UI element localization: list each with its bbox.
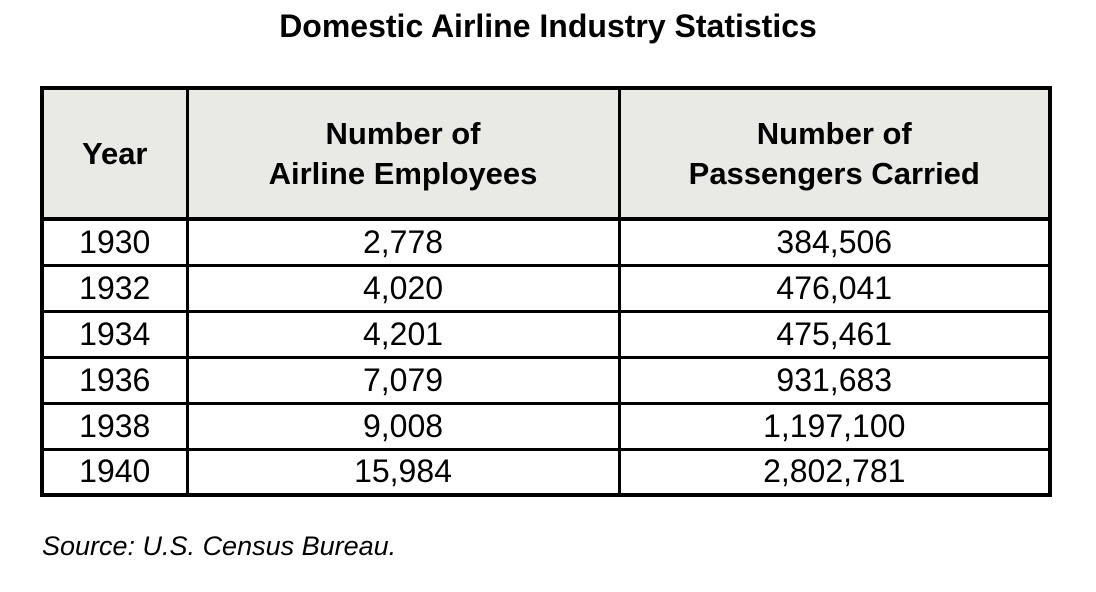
employees-cell: 4,020 [185,263,621,313]
passengers-cell: 475,461 [617,309,1052,359]
column-header-year-label: Year [81,135,148,171]
column-header-employees-line1: Number of [325,115,481,151]
page-title: Domestic Airline Industry Statistics [279,8,817,44]
table-row: 1932 4,020 476,041 [40,263,1052,313]
table-row: 1936 7,079 931,683 [40,355,1052,405]
table-row: 1940 15,984 2,802,781 [40,447,1052,497]
table-row: 1930 2,778 384,506 [40,217,1052,267]
employees-cell: 15,984 [185,447,621,497]
passengers-cell: 2,802,781 [617,447,1052,497]
year-cell: 1930 [40,217,189,267]
employees-cell: 2,778 [185,217,621,267]
table-row: 1938 9,008 1,197,100 [40,401,1052,451]
column-header-passengers-line1: Number of [756,115,912,151]
passengers-cell: 384,506 [617,217,1052,267]
header-row: Year Number of Airline Employees Number … [40,88,1052,221]
column-header-employees: Number of Airline Employees [185,88,621,221]
year-cell: 1932 [40,263,189,313]
employees-cell: 7,079 [185,355,621,405]
column-header-year: Year [40,88,189,221]
passengers-cell: 1,197,100 [617,401,1052,451]
passengers-cell: 476,041 [617,263,1052,313]
year-cell: 1934 [40,309,189,359]
column-header-employees-line2: Airline Employees [268,155,538,191]
year-cell: 1940 [40,447,189,497]
employees-cell: 4,201 [185,309,621,359]
statistics-table: Year Number of Airline Employees Number … [40,86,1052,497]
source-note: Source: U.S. Census Bureau. [42,531,397,561]
column-header-passengers: Number of Passengers Carried [617,88,1052,221]
column-header-passengers-line2: Passengers Carried [688,155,980,191]
table-row: 1934 4,201 475,461 [40,309,1052,359]
year-cell: 1936 [40,355,189,405]
passengers-cell: 931,683 [617,355,1052,405]
year-cell: 1938 [40,401,189,451]
employees-cell: 9,008 [185,401,621,451]
